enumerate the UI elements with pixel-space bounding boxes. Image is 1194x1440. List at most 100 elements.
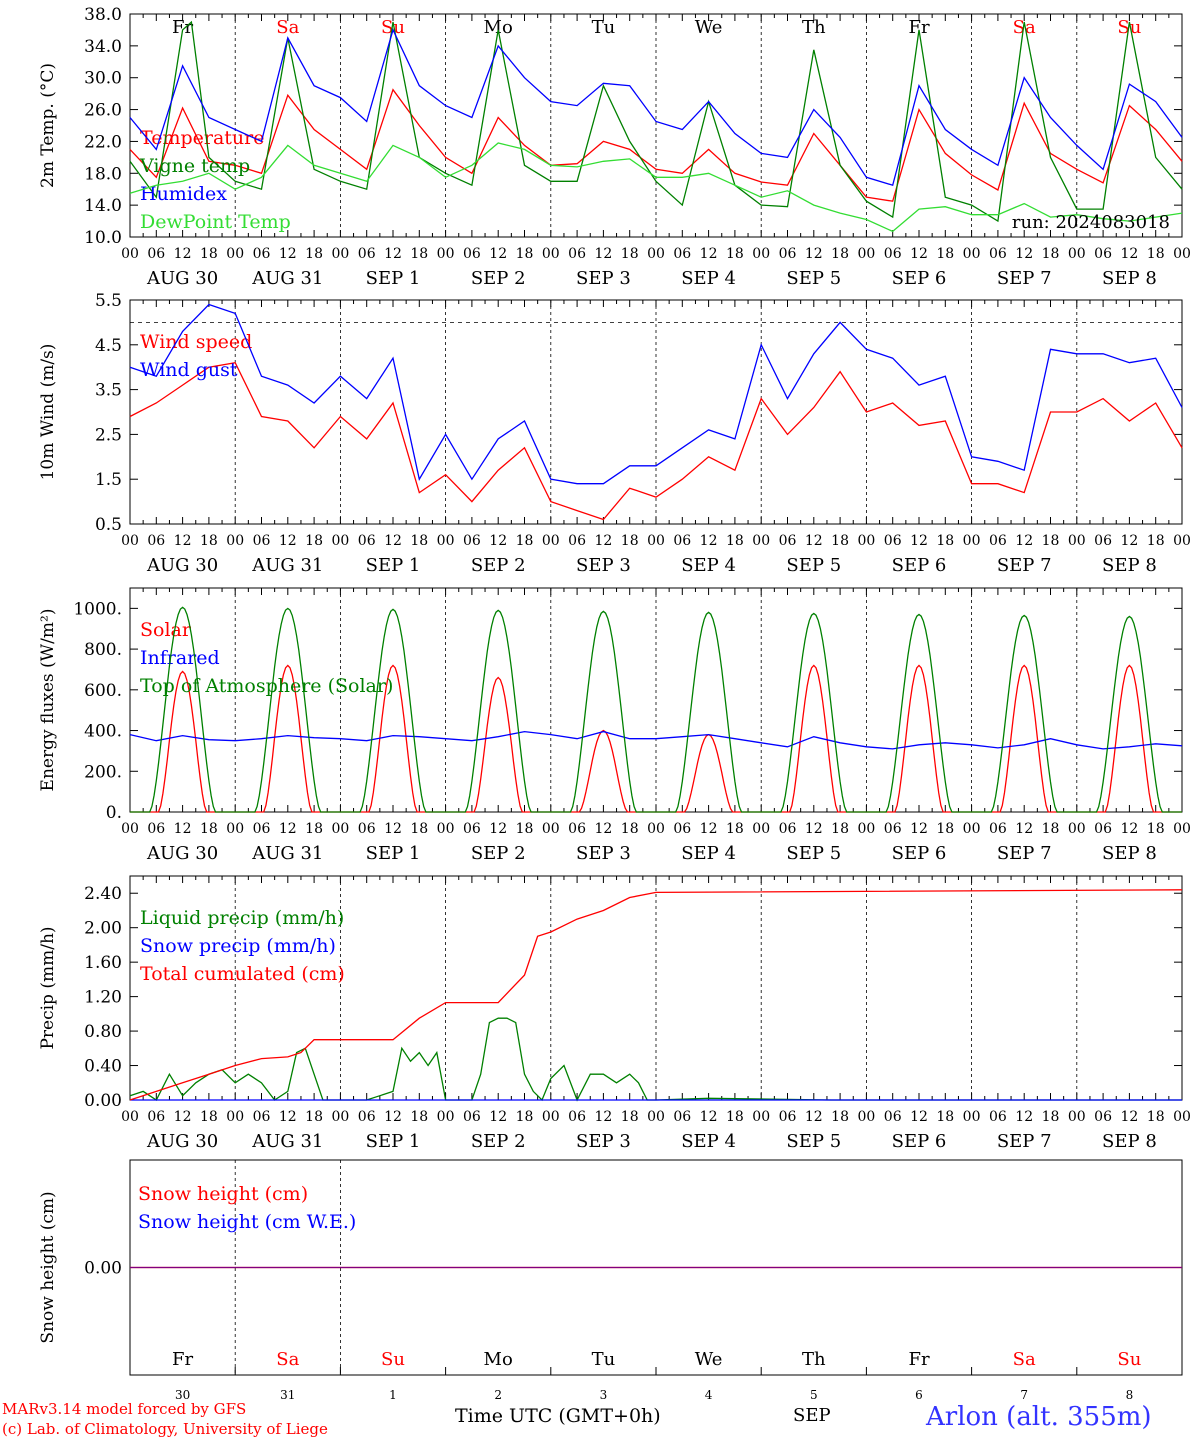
hour-tick-label: 00 xyxy=(857,1109,875,1125)
hour-tick-label: 00 xyxy=(1068,246,1086,262)
hour-tick-label: 00 xyxy=(647,533,665,549)
hour-tick-label: 00 xyxy=(437,533,455,549)
weekday-label: Su xyxy=(1117,17,1141,38)
date-label: SEP 2 xyxy=(471,1131,526,1152)
weekday-label: We xyxy=(695,1349,723,1370)
hour-tick-label: 12 xyxy=(594,533,612,549)
y-tick-label: 1000. xyxy=(73,599,122,619)
hour-tick-label: 18 xyxy=(1042,1109,1060,1125)
hour-tick-label: 12 xyxy=(174,533,192,549)
date-label: SEP 3 xyxy=(576,843,631,864)
series-line-liquid-precip-mm-h- xyxy=(129,1017,1182,1102)
hour-tick-label: 12 xyxy=(594,1109,612,1125)
hour-tick-label: 00 xyxy=(857,821,875,837)
hour-tick-label: 18 xyxy=(726,821,744,837)
hour-tick-label: 12 xyxy=(279,821,297,837)
hour-tick-label: 00 xyxy=(331,246,349,262)
date-label: SEP 1 xyxy=(366,1131,421,1152)
hour-tick-label: 00 xyxy=(331,821,349,837)
y-axis-title: 10m Wind (m/s) xyxy=(38,344,58,481)
weekday-label: Sa xyxy=(276,17,299,38)
date-label: SEP 4 xyxy=(681,555,736,576)
weekday-label: Su xyxy=(381,1349,405,1370)
y-tick-label: 34.0 xyxy=(84,37,122,57)
hour-tick-label: 06 xyxy=(884,533,902,549)
hour-tick-label: 00 xyxy=(542,1109,560,1125)
date-label: SEP 7 xyxy=(997,268,1052,289)
day-number-label: 5 xyxy=(810,1388,818,1402)
weekday-label: Mo xyxy=(484,17,513,38)
day-number-label: 8 xyxy=(1126,1388,1134,1402)
date-label: SEP 5 xyxy=(786,555,841,576)
day-number-label: 3 xyxy=(600,1388,608,1402)
hour-tick-label: 12 xyxy=(910,246,928,262)
hour-tick-label: 18 xyxy=(516,533,534,549)
panel-frame-3 xyxy=(129,587,1183,813)
hour-tick-label: 00 xyxy=(647,1109,665,1125)
series-line-humidex xyxy=(129,28,1183,187)
hour-tick-label: 18 xyxy=(305,533,323,549)
weekday-label: Tu xyxy=(592,17,616,38)
footer-model: MARv3.14 model forced by GFS xyxy=(2,1400,247,1418)
hour-tick-label: 18 xyxy=(621,821,639,837)
hour-tick-label: 00 xyxy=(647,246,665,262)
legend-entry: Infrared xyxy=(140,647,220,669)
hour-tick-label: 18 xyxy=(1147,533,1165,549)
hour-tick-label: 06 xyxy=(253,246,271,262)
date-label: SEP 4 xyxy=(681,843,736,864)
legend-entry: Wind speed xyxy=(140,331,252,353)
hour-tick-label: 12 xyxy=(910,1109,928,1125)
hour-tick-label: 06 xyxy=(673,246,691,262)
hour-tick-label: 18 xyxy=(726,1109,744,1125)
hour-tick-label: 00 xyxy=(437,1109,455,1125)
hour-tick-label: 00 xyxy=(1173,821,1191,837)
legend-entry: Top of Atmosphere (Solar) xyxy=(140,675,393,697)
run-label: run: 2024083018 xyxy=(1012,212,1170,233)
y-tick-label: 26.0 xyxy=(84,101,122,121)
hour-tick-label: 12 xyxy=(594,246,612,262)
hour-tick-label: 00 xyxy=(1173,1109,1191,1125)
date-label: SEP 5 xyxy=(786,268,841,289)
hour-tick-label: 12 xyxy=(384,1109,402,1125)
hour-tick-label: 00 xyxy=(647,821,665,837)
hour-tick-label: 18 xyxy=(516,246,534,262)
hour-tick-label: 18 xyxy=(831,533,849,549)
hour-tick-label: 00 xyxy=(121,1109,139,1125)
hour-tick-label: 00 xyxy=(1068,1109,1086,1125)
date-label: SEP 1 xyxy=(366,555,421,576)
hour-tick-label: 06 xyxy=(1094,1109,1112,1125)
date-label: SEP 6 xyxy=(892,555,947,576)
y-tick-label: 800. xyxy=(84,640,122,660)
legend-entry: Snow precip (mm/h) xyxy=(140,935,336,957)
date-label: SEP 1 xyxy=(366,843,421,864)
hour-tick-label: 12 xyxy=(1015,246,1033,262)
hour-tick-label: 12 xyxy=(700,821,718,837)
date-label: SEP 5 xyxy=(786,1131,841,1152)
hour-tick-label: 06 xyxy=(989,821,1007,837)
hour-tick-label: 18 xyxy=(516,1109,534,1125)
legend-entry: Total cumulated (cm) xyxy=(140,963,345,985)
hour-tick-label: 18 xyxy=(305,1109,323,1125)
hour-tick-label: 06 xyxy=(673,533,691,549)
hour-tick-label: 00 xyxy=(752,1109,770,1125)
weekday-label: Tu xyxy=(592,1349,616,1370)
hour-tick-label: 12 xyxy=(1015,821,1033,837)
hour-tick-label: 18 xyxy=(305,821,323,837)
hour-tick-label: 18 xyxy=(726,246,744,262)
weekday-label: Fr xyxy=(908,1349,929,1370)
hour-tick-label: 06 xyxy=(779,533,797,549)
hour-tick-label: 18 xyxy=(200,246,218,262)
hour-tick-label: 06 xyxy=(253,533,271,549)
hour-tick-label: 00 xyxy=(752,533,770,549)
hour-tick-label: 12 xyxy=(700,1109,718,1125)
hour-tick-label: 00 xyxy=(1173,246,1191,262)
day-number-label: 7 xyxy=(1020,1388,1028,1402)
footer-station: Arlon (alt. 355m) xyxy=(926,1402,1152,1432)
hour-tick-label: 18 xyxy=(621,1109,639,1125)
hour-tick-label: 06 xyxy=(1094,533,1112,549)
hour-tick-label: 06 xyxy=(358,533,376,549)
hour-tick-label: 06 xyxy=(673,821,691,837)
hour-tick-label: 18 xyxy=(1042,533,1060,549)
y-tick-label: 22.0 xyxy=(84,132,122,152)
